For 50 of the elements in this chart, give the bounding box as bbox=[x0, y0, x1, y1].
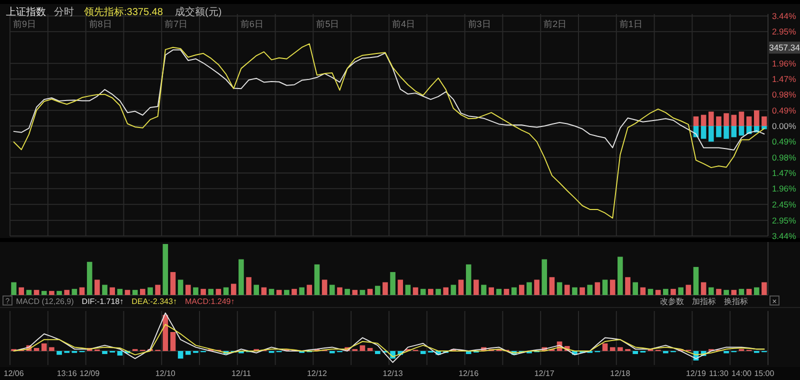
annotation: 前4日 bbox=[392, 19, 416, 29]
x-tick-label: 12/18 bbox=[610, 369, 631, 378]
y-tick-label: 2.45% bbox=[772, 199, 796, 210]
y-tick-label: 0.49% bbox=[772, 136, 796, 147]
annotation: 前7日 bbox=[164, 19, 188, 29]
annotation: 前5日 bbox=[316, 19, 340, 29]
y-tick-label: 0.49% bbox=[772, 105, 796, 116]
annotation: 前2日 bbox=[544, 19, 567, 29]
x-tick-label: 12/10 bbox=[155, 369, 176, 378]
x-tick-label: 12/17 bbox=[534, 369, 555, 378]
text: 领先指标:3375.48 bbox=[84, 6, 164, 18]
x-tick-label: 12/19 bbox=[686, 369, 707, 378]
x-tick-label: 13:16 bbox=[56, 369, 78, 378]
chart-title: MACD (12,26,9) bbox=[16, 297, 74, 306]
annotation: 3457.34 bbox=[769, 42, 800, 53]
y-tick-label: 2.95% bbox=[772, 215, 796, 226]
text: 加指标 bbox=[692, 297, 716, 306]
x-tick-label: 11:30 bbox=[709, 369, 729, 378]
y-tick-label: 1.96% bbox=[772, 58, 796, 68]
x-tick-label: 14:00 bbox=[731, 369, 752, 378]
x-tick-label: 12/11 bbox=[231, 369, 252, 378]
text: DEA:-2.343↑ bbox=[132, 297, 177, 306]
x-tick-label: 12/06 bbox=[4, 369, 24, 378]
text: 改参数 bbox=[660, 297, 684, 306]
annotation: 分时 bbox=[54, 6, 74, 18]
x-tick-label: 15:00 bbox=[754, 369, 775, 378]
x-tick-label: 12/13 bbox=[382, 369, 404, 378]
y-tick-label: 2.95% bbox=[772, 26, 796, 37]
y-tick-label: 0.98% bbox=[772, 152, 796, 162]
y-tick-label: 3.44% bbox=[772, 11, 796, 21]
y-tick-label: 1.96% bbox=[772, 184, 796, 194]
text: 换指标 bbox=[724, 297, 748, 306]
text: 上证指数 bbox=[6, 6, 46, 18]
annotation: 前8日 bbox=[88, 19, 112, 29]
y-tick-label: 3.44% bbox=[772, 231, 796, 241]
annotation: 前1日 bbox=[619, 19, 642, 29]
text: × bbox=[772, 297, 778, 306]
x-tick-label: 12/16 bbox=[458, 369, 480, 378]
x-tick-label: 12/12 bbox=[306, 369, 328, 378]
y-tick-label: 0.98% bbox=[772, 90, 796, 100]
y-tick-label: 0.00% bbox=[772, 121, 796, 131]
text: MACD:1.249↑ bbox=[184, 297, 235, 306]
y-tick-label: 1.47% bbox=[772, 74, 796, 84]
annotation: 前6日 bbox=[240, 19, 264, 29]
x-tick-label: 12/09 bbox=[80, 369, 100, 378]
text: DIF:-1.718↑ bbox=[82, 297, 124, 306]
y-tick-label: 1.47% bbox=[772, 168, 796, 178]
annotation: 前9日 bbox=[13, 19, 36, 29]
chart-title: 成交额(元) bbox=[175, 6, 222, 18]
annotation: 前3日 bbox=[468, 19, 491, 29]
